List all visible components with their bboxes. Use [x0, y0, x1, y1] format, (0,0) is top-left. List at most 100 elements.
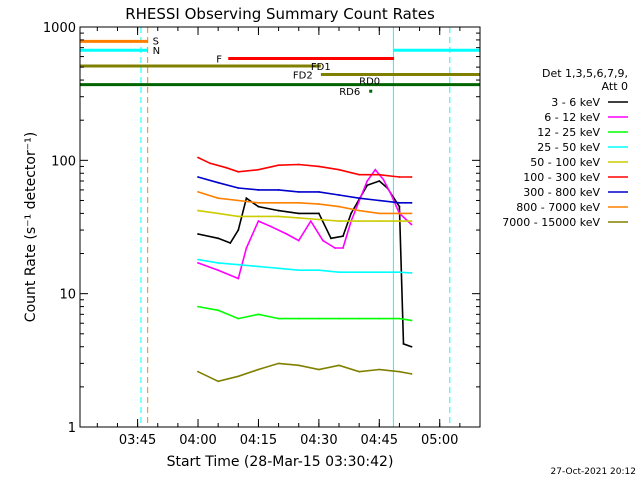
series-point-1-9 — [322, 239, 324, 242]
annotation-label-2: F — [216, 55, 222, 66]
series-point-7-5 — [297, 201, 300, 204]
series-point-4-3 — [257, 215, 260, 218]
series-point-2-7 — [338, 317, 340, 320]
series-point-6-11 — [410, 201, 413, 204]
x-tick-label-1: 04:00 — [179, 433, 216, 448]
legend-label-2: 12 - 25 keV — [537, 126, 600, 139]
series-point-3-10 — [398, 271, 401, 274]
annotation-label-3: FD1 — [311, 62, 331, 73]
axes: 03:45 04:00 04:15 04:30 04:45 05:00 1 10 100 1000 — [43, 21, 481, 448]
series-line-2 — [197, 305, 412, 322]
series-point-1-0 — [197, 262, 199, 264]
series-point-2-3 — [257, 313, 260, 316]
series-point-3-3 — [257, 265, 260, 268]
series-point-5-10 — [378, 173, 381, 176]
series-point-3-6 — [317, 269, 320, 272]
annotation-label-4: FD2 — [293, 71, 313, 82]
series-point-0-16 — [402, 343, 405, 345]
series-point-1-1 — [217, 269, 220, 272]
legend-label-3: 25 - 50 keV — [537, 141, 600, 154]
series-point-4-11 — [410, 220, 413, 223]
series-point-8-7 — [338, 364, 340, 367]
series-line-8 — [197, 362, 412, 383]
series-point-0-1 — [217, 237, 220, 240]
series-point-5-2 — [225, 166, 228, 169]
series-point-7-0 — [197, 190, 199, 193]
series-point-6-2 — [237, 187, 240, 189]
series-point-0-0 — [197, 233, 199, 235]
series-point-5-12 — [410, 176, 413, 178]
series-point-6-1 — [217, 181, 220, 184]
series-point-8-10 — [398, 370, 401, 373]
data-series — [197, 156, 413, 383]
y-tick-label-3: 1000 — [43, 21, 76, 36]
series-point-0-5 — [257, 205, 260, 208]
series-point-0-7 — [297, 212, 300, 215]
series-point-5-9 — [358, 173, 361, 176]
series-line-6 — [197, 176, 412, 204]
series-point-3-2 — [237, 263, 240, 266]
y-tick-label-2: 100 — [51, 154, 76, 169]
series-point-0-2 — [229, 242, 232, 244]
series-point-6-7 — [338, 194, 340, 196]
series-point-0-4 — [245, 197, 248, 200]
series-point-2-11 — [410, 319, 413, 322]
series-point-6-10 — [398, 201, 401, 204]
series-point-6-4 — [277, 189, 280, 191]
legend: Det 1,3,5,6,7,9,Att 03 - 6 keV 6 - 12 keV… — [502, 67, 628, 229]
legend-title-line-1: Att 0 — [602, 80, 628, 93]
series-point-5-8 — [338, 168, 340, 171]
series-point-1-8 — [309, 220, 312, 223]
series-point-1-7 — [297, 239, 300, 242]
series-point-1-15 — [382, 178, 385, 181]
footer-date: 27-Oct-2021 20:12 — [551, 467, 636, 477]
series-point-5-6 — [297, 163, 300, 166]
series-point-4-2 — [237, 215, 240, 218]
series-point-1-14 — [374, 168, 377, 171]
annotation-label-0: S — [153, 36, 159, 47]
series-point-8-0 — [197, 370, 199, 373]
series-point-1-13 — [366, 180, 369, 182]
series-point-4-9 — [378, 220, 381, 223]
series-point-1-11 — [342, 247, 344, 249]
annotation-label-1: N — [153, 46, 160, 57]
series-point-8-8 — [358, 370, 361, 373]
series-point-4-0 — [197, 209, 199, 212]
series-line-4 — [197, 209, 412, 222]
x-axis-label: Start Time (28-Mar-15 03:30:42) — [167, 454, 394, 470]
series-point-1-5 — [269, 225, 272, 228]
x-tick-label-2: 04:15 — [240, 433, 277, 448]
legend-label-8: 7000 - 15000 keV — [502, 216, 600, 229]
annotation-label-6: RD6 — [339, 87, 360, 98]
y-tick-label-0: 1 — [68, 421, 76, 436]
x-tick-label-5: 05:00 — [421, 433, 458, 448]
series-point-8-3 — [257, 368, 260, 371]
series-point-8-11 — [410, 373, 413, 375]
legend-label-6: 300 - 800 keV — [523, 186, 600, 199]
series-point-2-4 — [277, 317, 280, 320]
series-point-7-6 — [317, 203, 320, 205]
series-point-7-4 — [277, 201, 280, 204]
series-point-3-0 — [197, 258, 199, 261]
series-point-3-5 — [297, 269, 300, 272]
series-point-2-0 — [197, 305, 199, 308]
plot-frame — [79, 26, 481, 428]
series-point-5-7 — [317, 165, 320, 168]
series-point-2-2 — [237, 317, 240, 320]
series-point-2-9 — [378, 317, 381, 320]
series-point-4-6 — [317, 218, 320, 221]
series-point-8-1 — [217, 380, 220, 383]
legend-title-line-0: Det 1,3,5,6,7,9, — [542, 67, 628, 80]
series-point-7-9 — [378, 212, 381, 215]
series-point-1-4 — [257, 220, 260, 223]
series-point-8-2 — [237, 375, 240, 378]
series-point-3-4 — [277, 267, 280, 270]
series-point-5-1 — [209, 162, 212, 165]
series-point-4-7 — [338, 220, 340, 223]
series-point-5-5 — [277, 164, 280, 167]
series-point-8-4 — [277, 362, 280, 365]
series-point-6-5 — [297, 190, 300, 193]
series-point-4-5 — [297, 217, 300, 219]
series-point-1-18 — [410, 223, 413, 226]
